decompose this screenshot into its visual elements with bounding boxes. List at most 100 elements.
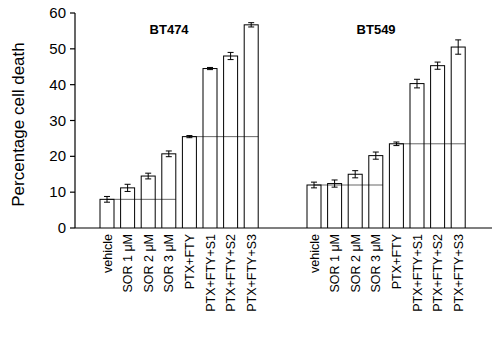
error-cap	[373, 159, 379, 160]
error-stem	[334, 180, 335, 187]
error-cap	[435, 69, 441, 70]
error-cap	[311, 182, 317, 183]
bar	[121, 188, 135, 228]
error-cap	[125, 184, 131, 185]
x-tick-label: PTX+FTY+S3	[245, 234, 259, 312]
x-tick-label: SOR 3 μM	[162, 234, 176, 293]
x-tick-label: vehicle	[308, 234, 322, 273]
error-cap	[186, 137, 192, 138]
error-cap	[455, 54, 461, 55]
y-tick	[70, 156, 75, 157]
error-cap	[228, 59, 234, 60]
bar	[451, 47, 465, 228]
error-stem	[458, 40, 459, 54]
group-title: BT549	[357, 22, 396, 37]
y-tick	[70, 12, 75, 13]
error-cap	[125, 191, 131, 192]
y-tick	[70, 48, 75, 49]
error-cap	[373, 152, 379, 153]
reference-line	[189, 136, 258, 137]
error-cap	[455, 39, 461, 40]
bar	[224, 56, 238, 228]
bar	[307, 185, 321, 228]
y-tick-label: 40	[49, 76, 66, 93]
y-tick	[70, 192, 75, 193]
error-cap	[393, 145, 399, 146]
x-tick-label: vehicle	[101, 234, 115, 273]
bar	[182, 137, 196, 228]
error-cap	[311, 187, 317, 188]
bar	[203, 69, 217, 228]
error-stem	[437, 62, 438, 69]
x-tick-label: SOR 2 μM	[142, 234, 156, 293]
error-cap	[248, 26, 254, 27]
y-axis-label: Percentage cell death	[9, 42, 28, 206]
error-stem	[230, 52, 231, 59]
error-bar	[414, 79, 420, 88]
error-bar	[435, 62, 441, 69]
bar	[348, 174, 362, 228]
group-title: BT474	[150, 22, 190, 37]
error-stem	[127, 184, 128, 191]
x-tick-label: PTX+FTY+S3	[452, 234, 466, 312]
error-cap	[393, 142, 399, 143]
x-tick-label: PTX+FTY+S2	[224, 234, 238, 312]
x-tick-label: PTX+FTY+S1	[204, 234, 218, 312]
x-axis	[75, 227, 492, 228]
error-cap	[414, 79, 420, 80]
error-bar	[207, 67, 213, 69]
x-tick-label: SOR 3 μM	[369, 234, 383, 293]
y-tick-label: 0	[58, 219, 66, 236]
error-stem	[168, 151, 169, 157]
error-cap	[166, 156, 172, 157]
plot-marks	[100, 23, 465, 228]
y-tick	[70, 120, 75, 121]
error-stem	[375, 152, 376, 159]
error-cap	[228, 52, 234, 53]
y-tick-label: 50	[49, 40, 66, 57]
x-tick-label: PTX+FTY	[390, 233, 404, 289]
error-cap	[352, 177, 358, 178]
y-tick-label: 10	[49, 183, 66, 200]
y-tick-label: 20	[49, 147, 66, 164]
error-stem	[417, 79, 418, 88]
x-tick-label: PTX+FTY	[183, 233, 197, 289]
bar	[410, 84, 424, 228]
error-bar	[332, 180, 338, 187]
error-stem	[148, 173, 149, 179]
error-cap	[207, 67, 213, 68]
error-bar	[125, 184, 131, 191]
bar	[141, 176, 155, 228]
error-cap	[166, 150, 172, 151]
error-bar	[248, 23, 254, 27]
x-tick-label: PTX+FTY+S1	[411, 234, 425, 312]
error-cap	[332, 179, 338, 180]
error-cap	[352, 170, 358, 171]
bar	[389, 144, 403, 228]
reference-line	[107, 199, 176, 200]
error-cap	[248, 22, 254, 23]
error-bar	[145, 173, 151, 179]
bar	[328, 184, 342, 228]
error-bar	[166, 151, 172, 157]
error-cap	[104, 196, 110, 197]
error-cap	[207, 69, 213, 70]
y-tick	[70, 227, 75, 228]
error-cap	[332, 187, 338, 188]
bar	[369, 156, 383, 228]
y-tick-label: 60	[49, 4, 66, 21]
error-bar	[228, 52, 234, 59]
x-tick-label: SOR 1 μM	[328, 234, 342, 293]
reference-line	[314, 185, 383, 186]
error-cap	[145, 178, 151, 179]
bar	[244, 25, 258, 228]
error-bar	[373, 152, 379, 159]
bar	[100, 199, 114, 228]
x-tick-label: PTX+FTY+S2	[431, 234, 445, 312]
bar	[431, 66, 445, 228]
chart: 0102030405060Percentage cell deathBT474v…	[0, 0, 500, 339]
error-cap	[435, 62, 441, 63]
error-cap	[145, 173, 151, 174]
error-cap	[186, 135, 192, 136]
reference-line	[396, 143, 465, 144]
